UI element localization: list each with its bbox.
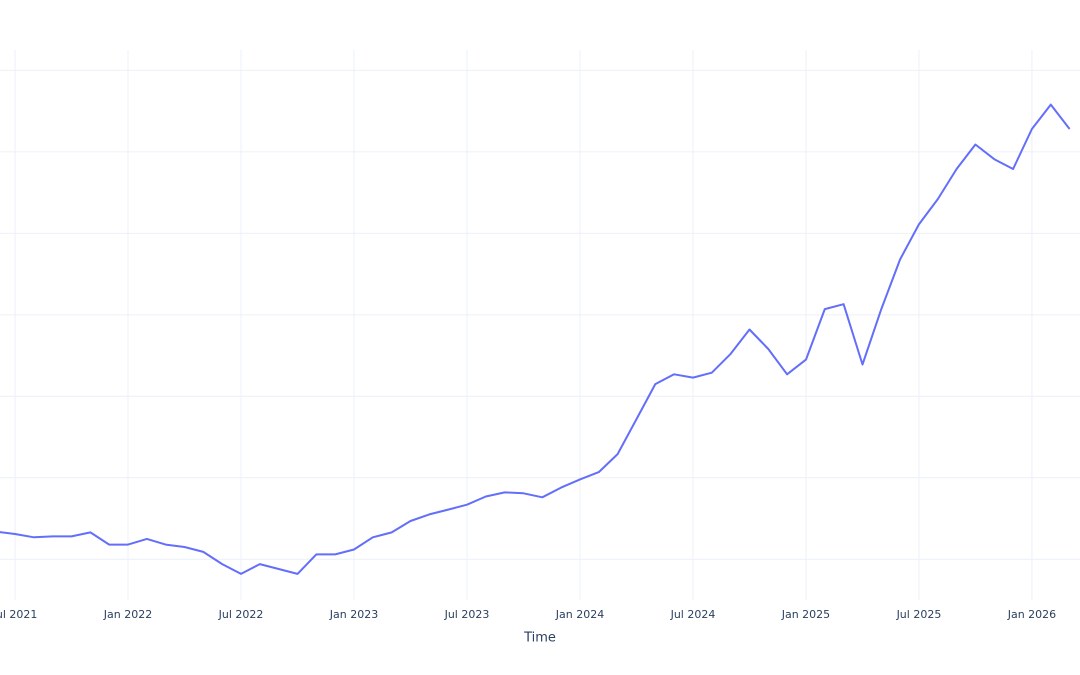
- x-tick-label: Jul 2025: [896, 608, 942, 621]
- grid: [0, 50, 1080, 600]
- x-tick-label: Jul 2021: [0, 608, 37, 621]
- x-axis-title: Time: [523, 631, 556, 646]
- line: [0, 103, 1071, 575]
- x-tick-label: Jan 2023: [329, 608, 378, 621]
- x-tick-label: Jul 2024: [670, 608, 716, 621]
- x-tick-label: Jan 2022: [103, 608, 152, 621]
- x-tick-label: Jan 2026: [1007, 608, 1056, 621]
- x-tick-label: Jul 2022: [218, 608, 264, 621]
- x-tick-label: Jan 2024: [555, 608, 604, 621]
- x-tick-label: Jan 2025: [781, 608, 830, 621]
- x-tick-label: Jul 2023: [444, 608, 490, 621]
